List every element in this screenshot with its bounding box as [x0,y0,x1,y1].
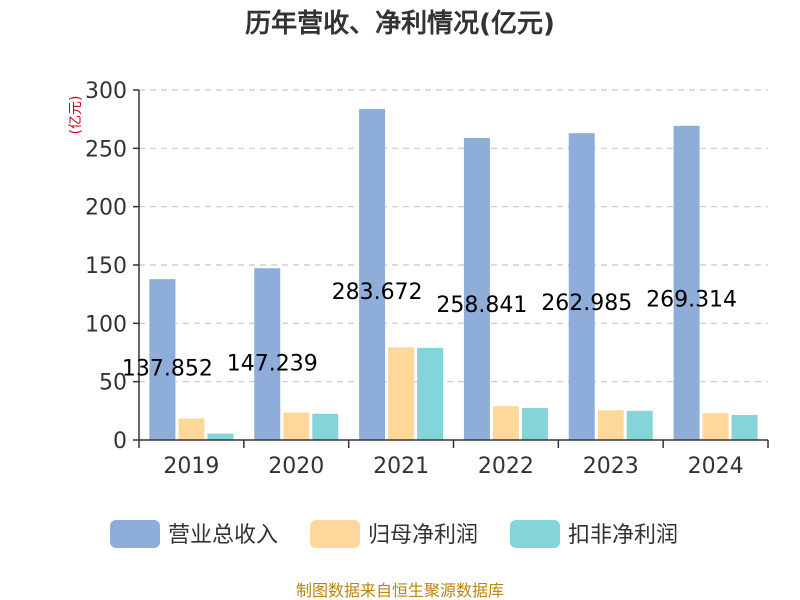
y-tick-label: 150 [85,254,127,279]
bar-3 [312,413,339,440]
bar-1 [254,268,281,440]
x-tick-label: 2019 [163,454,219,479]
data-label: 258.841 [436,293,527,318]
bar-2 [178,418,205,440]
y-tick-label: 250 [85,137,127,162]
bar-1 [673,125,700,441]
legend-label: 营业总收入 [168,523,278,548]
x-tick-label: 2023 [583,454,639,479]
bar-1 [568,133,595,440]
y-tick-label: 0 [113,429,127,454]
bar-3 [417,347,444,440]
bar-2 [283,412,310,440]
bar-3 [207,433,234,440]
source-note: 制图数据来自恒生聚源数据库 [296,581,504,600]
bar-1 [359,109,386,441]
y-tick-label: 50 [99,371,127,396]
y-tick-label: 300 [85,79,127,104]
grid-lines [139,89,768,383]
bar-2 [492,406,519,440]
legend: 营业总收入 归母净利润 扣非净利润 [110,520,678,548]
legend-swatch [310,520,360,548]
data-label: 283.672 [332,280,423,305]
bar-1 [149,279,176,440]
axes: 0 50 100 150 200 250 300 2019 2020 2021 2022 2023 20… [85,79,769,479]
legend-swatch [110,520,160,548]
bar-2 [702,413,729,440]
data-labels: 137.852 147.239 283.672 258.841 262.985 269.3… [122,280,737,382]
bar-1 [463,138,490,440]
legend-swatch [510,520,560,548]
bar-3 [626,410,653,440]
x-tick-label: 2021 [373,454,429,479]
bar-3 [521,407,548,440]
x-tick-label: 2022 [478,454,534,479]
legend-label: 扣非净利润 [568,523,678,548]
bar-2 [388,347,415,440]
bar-3 [731,414,758,440]
bar-2 [597,410,624,440]
x-tick-label: 2024 [688,454,744,479]
data-label: 147.239 [227,352,318,377]
bars [149,109,758,441]
y-tick-label: 200 [85,196,127,221]
x-tick-label: 2020 [268,454,324,479]
legend-label: 归母净利润 [368,523,478,548]
chart-title: 历年营收、净利情况(亿元) [245,8,555,39]
data-label: 137.852 [122,357,213,382]
data-label: 262.985 [541,291,632,316]
y-axis-unit-label: (亿元) [68,96,84,135]
data-label: 269.314 [646,288,737,313]
y-tick-label: 100 [85,312,127,337]
